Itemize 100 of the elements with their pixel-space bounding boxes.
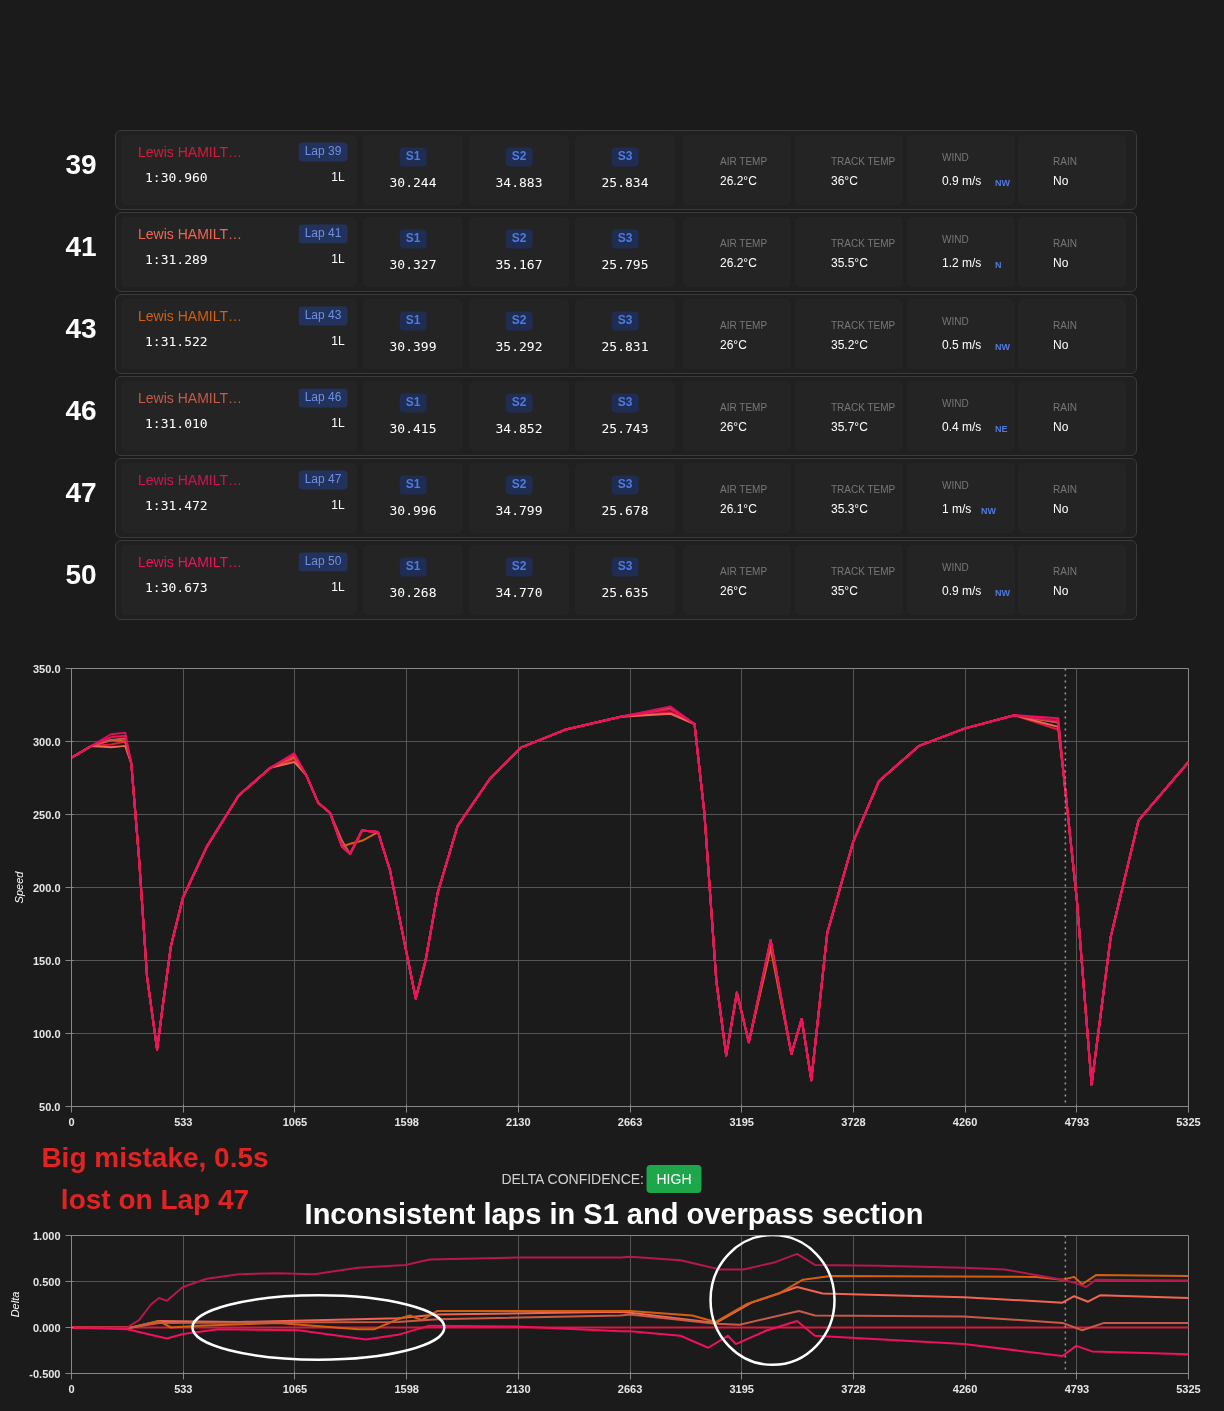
text: 50: [65, 558, 97, 592]
text: Lap 47: [298, 470, 348, 490]
text: S1: [399, 229, 427, 249]
text: 30.996: [389, 501, 437, 520]
text: S3: [611, 229, 639, 249]
x-tick-label: 5325: [1176, 1115, 1201, 1128]
text: No: [1053, 337, 1069, 355]
y-tick-label: 0.500: [32, 1275, 61, 1288]
text: 43: [65, 312, 97, 346]
text: 35.292: [495, 337, 543, 356]
text: 1L: [331, 579, 345, 597]
text: S2: [505, 147, 533, 167]
text: NW: [981, 504, 996, 518]
text: 26°C: [720, 419, 747, 437]
text: S3: [611, 393, 639, 413]
text: 25.831: [601, 337, 649, 356]
text: 30.399: [389, 337, 437, 356]
text: TRACK TEMP: [831, 236, 896, 251]
y-tick-label: 50.0: [39, 1100, 61, 1113]
text: NE: [995, 422, 1008, 436]
text: NW: [995, 340, 1010, 354]
text: 25.635: [601, 583, 649, 602]
text: 0.5 m/s: [942, 337, 982, 355]
text: 34.883: [495, 173, 543, 192]
text: AIR TEMP: [720, 564, 768, 579]
text: RAIN: [1053, 154, 1077, 169]
text: 1:31.289: [145, 250, 208, 269]
x-tick-label: 2130: [506, 1382, 531, 1395]
x-tick-label: 2663: [617, 1115, 643, 1128]
text: WIND: [942, 396, 969, 411]
text: S3: [611, 557, 639, 577]
y-tick-label: 150.0: [32, 954, 61, 967]
y-tick-label: 1.000: [32, 1229, 61, 1242]
text: S3: [611, 147, 639, 167]
text: 30.327: [389, 255, 437, 274]
x-tick-label: 3195: [729, 1115, 754, 1128]
x-tick-label: 3728: [841, 1115, 866, 1128]
text: 47: [65, 476, 97, 510]
text: 0.9 m/s: [942, 173, 982, 191]
text: WIND: [942, 150, 969, 165]
text: 36°C: [831, 173, 858, 191]
x-tick-label: 5325: [1176, 1382, 1201, 1395]
x-tick-label: 0: [68, 1115, 75, 1128]
text: S3: [611, 311, 639, 331]
text: 1:30.673: [145, 578, 208, 597]
x-tick-label: 4260: [952, 1382, 978, 1395]
text: Lap 46: [298, 388, 348, 408]
x-tick-label: 1598: [394, 1382, 419, 1395]
text: Lap 43: [298, 306, 348, 326]
text: Lewis HAMILT…: [138, 143, 242, 162]
text: 35.3°C: [831, 501, 868, 519]
text: 35.167: [495, 255, 543, 274]
y-tick-label: 200.0: [32, 881, 61, 894]
text: S1: [399, 475, 427, 495]
text: No: [1053, 419, 1069, 437]
text: TRACK TEMP: [831, 154, 896, 169]
text: RAIN: [1053, 564, 1077, 579]
text: TRACK TEMP: [831, 318, 896, 333]
text: No: [1053, 501, 1069, 519]
text: No: [1053, 173, 1069, 191]
text: 26°C: [720, 337, 747, 355]
text: AIR TEMP: [720, 318, 768, 333]
text: 34.799: [495, 501, 543, 520]
text: S1: [399, 147, 427, 167]
text: Big mistake, 0.5s lost on Lap 47: [41, 1141, 269, 1217]
x-tick-label: 4793: [1064, 1115, 1090, 1128]
y-tick-label: 250.0: [32, 808, 61, 821]
text: 1L: [331, 251, 345, 269]
text: S1: [399, 557, 427, 577]
text: WIND: [942, 232, 969, 247]
text: No: [1053, 583, 1069, 601]
text: TRACK TEMP: [831, 564, 896, 579]
text: TRACK TEMP: [831, 482, 896, 497]
x-tick-label: 1598: [394, 1115, 419, 1128]
text: AIR TEMP: [720, 154, 768, 169]
x-tick-label: 1065: [282, 1115, 308, 1128]
y-tick-label: 350.0: [32, 662, 61, 675]
text: 1:30.960: [145, 168, 208, 187]
text: S2: [505, 229, 533, 249]
x-tick-label: 4793: [1064, 1382, 1090, 1395]
text: 0.9 m/s: [942, 583, 982, 601]
y-axis-title: Delta: [9, 1291, 22, 1318]
text: Inconsistent laps in S1 and overpass section: [304, 1197, 924, 1233]
text: 35.5°C: [831, 255, 868, 273]
text: N: [995, 258, 1002, 272]
text: 34.770: [495, 583, 543, 602]
text: No: [1053, 255, 1069, 273]
y-tick-label: 100.0: [32, 1027, 61, 1040]
text: 25.743: [601, 419, 649, 438]
text: Lap 39: [298, 142, 348, 162]
text: RAIN: [1053, 482, 1077, 497]
text: 1L: [331, 497, 345, 515]
text: DELTA CONFIDENCE:: [501, 1170, 644, 1189]
text: Lewis HAMILT…: [138, 307, 242, 326]
x-tick-label: 2663: [617, 1382, 643, 1395]
x-tick-label: 3195: [729, 1382, 754, 1395]
x-tick-label: 0: [68, 1382, 75, 1395]
y-tick-label: 300.0: [32, 735, 61, 748]
text: Lap 50: [298, 552, 348, 572]
text: AIR TEMP: [720, 482, 768, 497]
